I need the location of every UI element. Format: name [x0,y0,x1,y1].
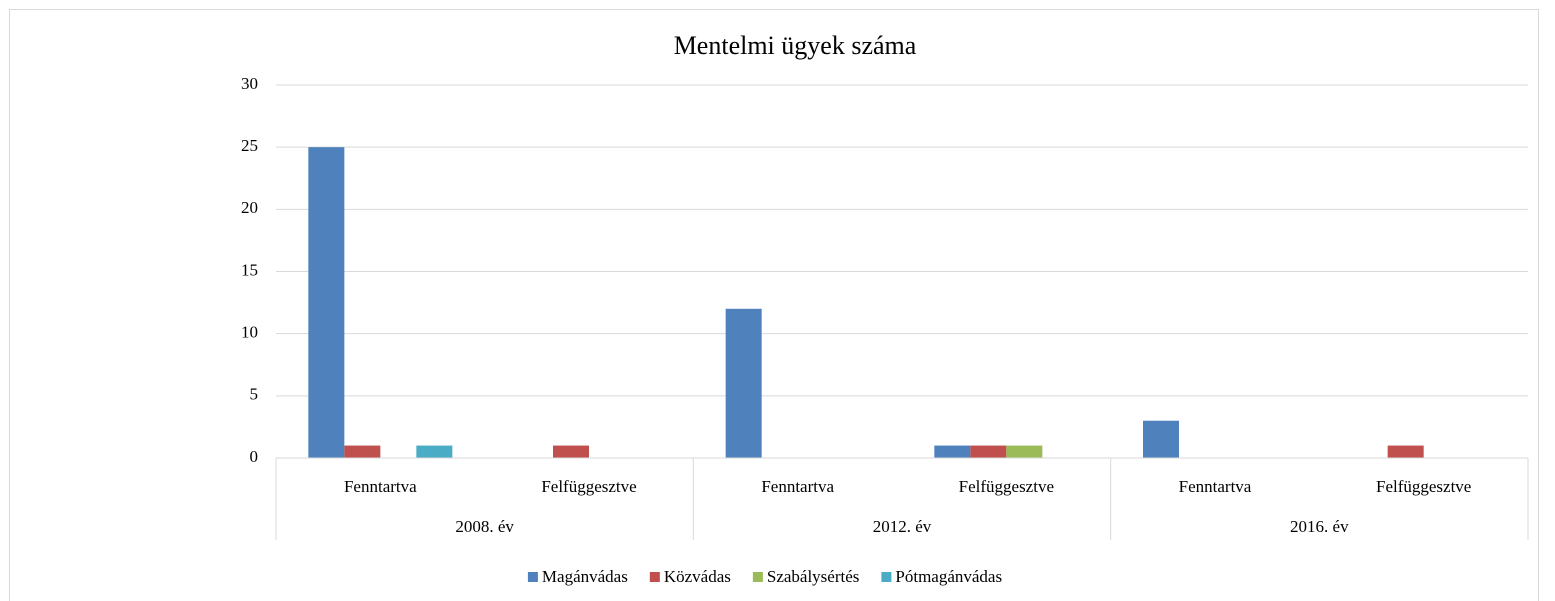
legend-swatch [752,572,763,582]
chart-frame [9,9,1539,601]
bar [1006,445,1043,458]
x-tick-label: Fenntartva [761,477,834,496]
bar [416,445,453,458]
bar [934,445,971,458]
y-tick-label: 15 [241,260,258,279]
y-tick-label: 20 [241,198,258,217]
bar [970,445,1007,458]
legend-label: Magánvádas [542,567,628,586]
legend-label: Közvádas [664,567,731,586]
chart-title: Mentelmi ügyek száma [674,31,917,60]
bar [1143,420,1179,458]
y-tick-label: 10 [241,323,258,342]
x-tick-label: Felfüggesztve [1376,477,1471,496]
bar [553,445,589,458]
legend-swatch [527,572,538,582]
y-tick-label: 25 [241,136,258,155]
x-tick-label: Fenntartva [344,477,417,496]
group-label: 2008. év [455,517,514,536]
bar [1387,445,1424,458]
group-label: 2012. év [873,517,932,536]
x-tick-label: Fenntartva [1179,477,1252,496]
x-tick-label: Felfüggesztve [541,477,636,496]
bar [308,147,345,458]
group-label: 2016. év [1290,517,1349,536]
legend-label: Szabálysértés [767,567,860,586]
y-tick-label: 0 [250,447,259,466]
x-tick-label: Felfüggesztve [959,477,1054,496]
legend-label: Pótmagánvádas [895,567,1002,586]
y-tick-label: 5 [250,385,259,404]
bar [725,308,762,458]
y-tick-label: 30 [241,74,258,93]
legend-swatch [649,572,660,582]
bar [344,445,381,458]
legend-swatch [881,572,892,582]
